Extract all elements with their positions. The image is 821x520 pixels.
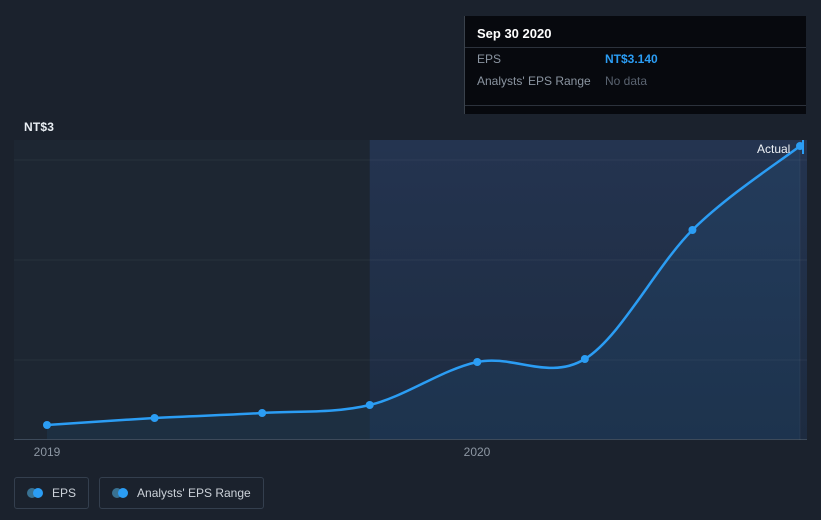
analysts-range-series-icon [112,487,129,499]
legend-item-eps[interactable]: EPS [14,477,90,509]
chart-tooltip: Sep 30 2020 EPS NT$3.140 Analysts' EPS R… [464,16,806,114]
tooltip-eps-value: NT$3.140 [605,52,658,66]
eps-line-chart[interactable] [14,140,807,440]
tooltip-range-value: No data [605,74,648,88]
divider [465,105,806,106]
legend-eps-label: EPS [52,486,77,500]
chart-canvas[interactable] [14,140,807,440]
tooltip-eps-row: EPS NT$3.140 [477,48,794,70]
legend-item-analysts-eps-range[interactable]: Analysts' EPS Range [99,477,264,509]
tooltip-eps-label: EPS [477,52,502,66]
chart-legend: EPS Analysts' EPS Range [14,477,264,509]
tooltip-range-label: Analysts' EPS Range [477,74,591,88]
legend-range-label: Analysts' EPS Range [137,486,251,500]
tooltip-range-row: Analysts' EPS Range No data [477,70,794,92]
eps-series-icon [27,487,44,499]
y-axis-max-label: NT$3 [24,120,55,134]
x-axis-tick-2020: 2020 [463,445,491,459]
actual-annotation: Actual [757,142,791,156]
divider [465,47,806,48]
x-axis-tick-2019: 2019 [33,445,61,459]
tooltip-date-title: Sep 30 2020 [477,26,552,41]
